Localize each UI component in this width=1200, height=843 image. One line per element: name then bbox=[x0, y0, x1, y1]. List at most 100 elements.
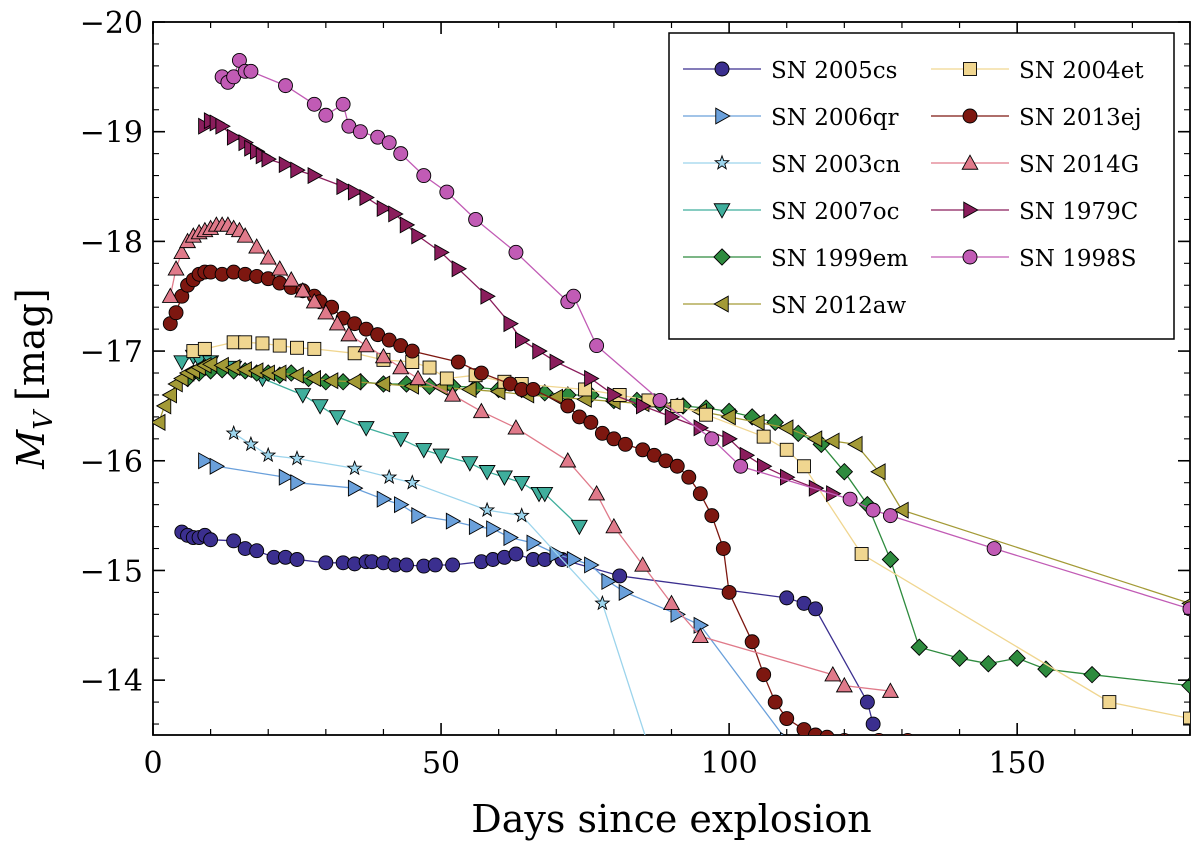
data-point bbox=[652, 392, 668, 408]
legend: SN 2005cs SN 2004et SN 2006qr SN 2013ej SN 2… bbox=[668, 32, 1175, 340]
data-point bbox=[495, 470, 513, 486]
data-point bbox=[605, 517, 623, 534]
data-point bbox=[153, 413, 166, 431]
data-point bbox=[461, 456, 479, 472]
data-point bbox=[289, 552, 305, 567]
data-point bbox=[451, 260, 468, 278]
legend-entry: SN 2007oc bbox=[683, 199, 899, 225]
data-point bbox=[722, 430, 738, 448]
data-point bbox=[669, 458, 685, 474]
data-point bbox=[347, 346, 362, 361]
legend-label: SN 2004et bbox=[1019, 58, 1144, 84]
legend-entry: SN 2006qr bbox=[683, 105, 898, 131]
data-point bbox=[756, 429, 771, 444]
data-point bbox=[224, 358, 241, 377]
data-point bbox=[307, 341, 322, 356]
data-point bbox=[294, 388, 312, 404]
data-point bbox=[168, 305, 184, 321]
legend-label: SN 2007oc bbox=[771, 199, 899, 225]
data-point bbox=[294, 282, 312, 298]
data-point bbox=[278, 468, 295, 486]
data-point bbox=[197, 341, 212, 356]
data-point bbox=[416, 168, 432, 184]
data-point bbox=[570, 519, 588, 536]
data-point bbox=[318, 107, 334, 123]
data-point bbox=[461, 380, 477, 399]
data-point bbox=[508, 546, 524, 562]
legend-label: SN 1999em bbox=[771, 246, 908, 272]
data-point bbox=[601, 572, 617, 590]
data-point bbox=[409, 369, 427, 386]
y-tick-label: −14 bbox=[80, 664, 143, 699]
data-point bbox=[161, 287, 179, 303]
data-point bbox=[589, 338, 605, 354]
data-point bbox=[881, 682, 899, 698]
data-point bbox=[322, 372, 339, 390]
data-point bbox=[445, 557, 461, 573]
data-point bbox=[307, 167, 324, 185]
data-point bbox=[213, 356, 229, 374]
data-point bbox=[209, 457, 226, 475]
data-point bbox=[664, 408, 681, 426]
data-point bbox=[346, 459, 363, 476]
legend-entry: SN 2012aw bbox=[683, 293, 906, 319]
data-point bbox=[305, 369, 322, 388]
legend-marker bbox=[963, 62, 977, 76]
data-point bbox=[691, 627, 709, 643]
data-point bbox=[345, 373, 362, 391]
data-point bbox=[271, 364, 287, 382]
legend-label: SN 2013ej bbox=[1019, 105, 1141, 131]
data-point bbox=[311, 399, 329, 415]
data-point bbox=[261, 150, 277, 168]
data-point bbox=[226, 128, 243, 146]
data-point bbox=[720, 408, 736, 426]
data-point bbox=[260, 446, 277, 463]
data-point bbox=[271, 260, 289, 276]
series-sn-1998s bbox=[214, 52, 1190, 617]
data-point bbox=[779, 442, 794, 457]
legend-label: SN 1998S bbox=[1019, 246, 1136, 272]
legend-entry: SN 2014G bbox=[931, 152, 1139, 178]
data-point bbox=[278, 156, 295, 174]
data-point bbox=[486, 520, 502, 538]
data-point bbox=[849, 739, 863, 753]
data-point bbox=[854, 547, 869, 561]
data-point bbox=[236, 227, 254, 243]
data-point bbox=[808, 727, 823, 735]
data-point bbox=[439, 371, 454, 386]
data-point bbox=[249, 543, 265, 559]
data-point bbox=[290, 340, 304, 355]
data-point bbox=[399, 216, 416, 234]
data-point bbox=[704, 431, 720, 447]
data-point bbox=[1083, 665, 1101, 684]
data-point bbox=[1183, 711, 1190, 726]
data-point bbox=[513, 507, 530, 523]
data-point bbox=[744, 634, 760, 650]
data-point bbox=[357, 421, 375, 437]
data-point bbox=[1008, 649, 1026, 667]
legend-marker bbox=[961, 154, 979, 170]
series-sn-2003cn bbox=[225, 424, 646, 735]
legend-marker bbox=[713, 203, 731, 219]
legend-entry: SN 2013ej bbox=[931, 105, 1141, 131]
legend-entry: SN 2003cn bbox=[683, 152, 901, 178]
data-point bbox=[808, 601, 823, 617]
data-point bbox=[468, 211, 484, 227]
data-point bbox=[847, 435, 863, 453]
data-point bbox=[478, 465, 496, 481]
y-axis-label-main: M bbox=[9, 429, 53, 470]
data-point bbox=[566, 550, 583, 569]
data-point bbox=[819, 729, 835, 735]
data-point bbox=[381, 135, 397, 151]
data-point bbox=[392, 358, 410, 375]
legend-marker bbox=[713, 295, 729, 313]
data-point bbox=[186, 344, 201, 359]
x-tick-label: 100 bbox=[700, 746, 757, 781]
data-point bbox=[278, 78, 293, 94]
legend-marker bbox=[713, 248, 731, 266]
data-point bbox=[566, 288, 582, 304]
data-point bbox=[468, 518, 485, 536]
data-point bbox=[317, 303, 335, 320]
legend-marker bbox=[962, 108, 978, 124]
data-point bbox=[503, 315, 519, 333]
